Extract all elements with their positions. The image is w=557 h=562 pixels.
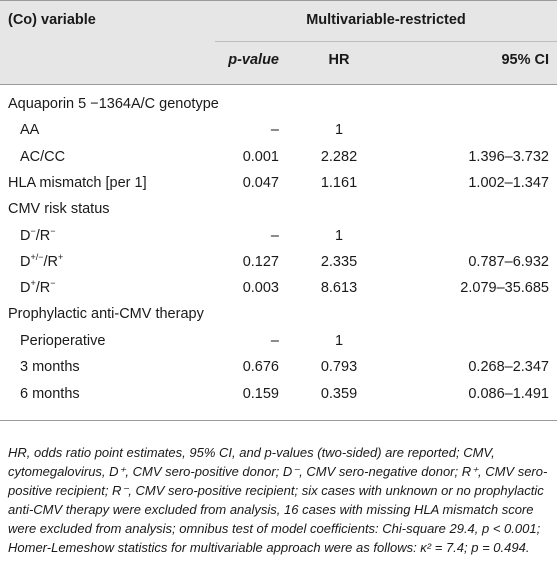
bottom-rule [0,420,557,421]
table-cell-hr: 2.282 [320,149,358,165]
table-row-label: Aquaporin 5 −1364A/C genotype [8,96,219,112]
table-cell-p: 0.159 [242,386,279,402]
table-cell-p: 0.003 [242,280,279,296]
table-cell-ci: 2.079–35.685 [460,280,549,296]
table-cell-p: 0.676 [242,359,279,375]
table-row-label: D−/R− [20,226,56,245]
table-row-label: Prophylactic anti-CMV therapy [8,306,204,322]
table-cell-ci: 0.787–6.932 [468,254,549,270]
table-cell-hr: 2.335 [320,254,358,270]
header-variable: (Co) variable [8,12,96,28]
header-hr: HR [328,52,350,68]
table-cell-p: – [270,228,279,244]
table-row-label: AA [20,122,40,138]
table-cell-hr: 8.613 [320,280,358,296]
table-row-label: AC/CC [20,149,66,165]
table-row-label: HLA mismatch [per 1] [8,175,147,191]
table-cell-hr: 1 [334,228,344,244]
table-row-label: 3 months [20,359,80,375]
table-cell-p: 0.001 [242,149,279,165]
table-cell-hr: 1 [334,122,344,138]
table-cell-p: 0.127 [242,254,279,270]
table-row-label: D+/R− [20,278,56,297]
table-cell-hr: 0.793 [320,359,358,375]
table-row-label: Perioperative [20,333,106,349]
table-cell-hr: 1 [334,333,344,349]
table-cell-ci: 0.268–2.347 [468,359,549,375]
table-cell-p: – [270,122,279,138]
table-footnote: HR, odds ratio point estimates, 95% CI, … [8,445,548,555]
table-row-label: CMV risk status [8,201,110,217]
table-cell-ci: 1.002–1.347 [468,175,549,191]
header-ci: 95% CI [501,52,549,68]
table-cell-ci: 1.396–3.732 [468,149,549,165]
table-row-label: 6 months [20,386,80,402]
table-row-label: D+/−/R+ [20,252,64,271]
table-cell-hr: 0.359 [320,386,358,402]
table-cell-hr: 1.161 [320,175,358,191]
header-rule [0,84,557,85]
top-rule [0,0,557,1]
header-group-rule [215,41,557,42]
table-header-band [0,0,557,84]
table-cell-p: 0.047 [242,175,279,191]
table-cell-p: – [270,333,279,349]
table-cell-ci: 0.086–1.491 [468,386,549,402]
header-group: Multivariable-restricted [306,12,466,28]
header-p-value: p-value [228,52,279,68]
